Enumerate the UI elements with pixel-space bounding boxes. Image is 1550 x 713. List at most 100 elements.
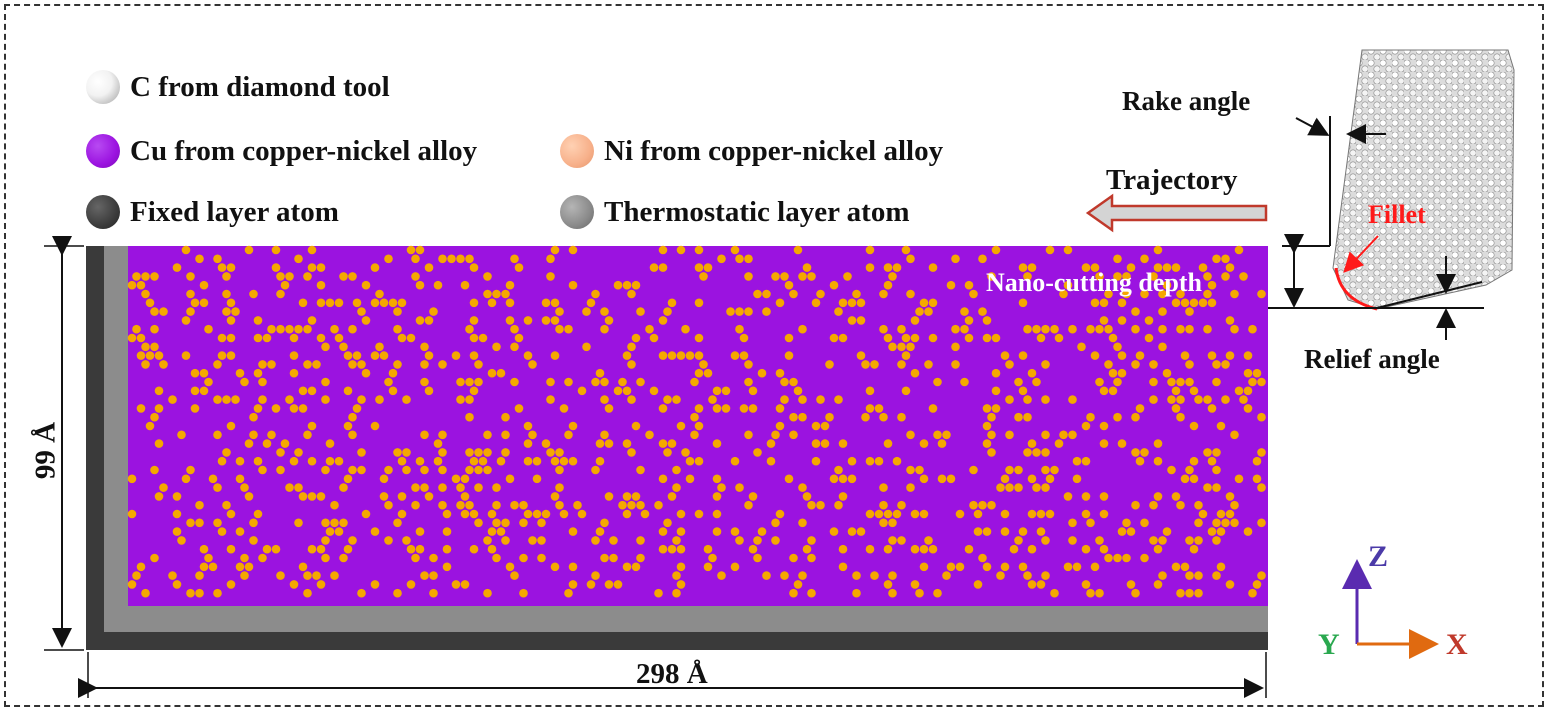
ni-atom <box>1090 351 1100 360</box>
ni-atom <box>546 254 555 264</box>
ni-atom <box>1212 536 1221 545</box>
ni-atom <box>1216 527 1226 536</box>
ni-atom <box>420 465 429 475</box>
ni-atom <box>1185 571 1194 580</box>
ni-atom <box>523 421 533 431</box>
ni-atom <box>154 386 164 396</box>
ni-atom <box>834 500 843 510</box>
ni-atom <box>879 412 888 422</box>
ni-atom <box>1014 377 1023 387</box>
ni-atom <box>829 527 839 536</box>
ni-atom <box>478 333 488 343</box>
ni-atom <box>901 351 911 360</box>
ni-atom <box>933 377 942 387</box>
ni-atom <box>316 544 326 554</box>
ni-atom <box>141 272 150 281</box>
ni-atom <box>600 430 609 440</box>
ni-atom <box>1099 509 1109 519</box>
ni-atom <box>397 456 407 466</box>
ni-atom <box>303 324 312 334</box>
ni-atom <box>172 580 182 589</box>
ni-atom <box>636 377 645 387</box>
ni-atom <box>712 439 722 448</box>
ni-atom <box>816 395 825 404</box>
ni-atom <box>483 272 492 281</box>
ni-atom <box>496 527 506 536</box>
ni-atom <box>438 465 447 475</box>
ni-atom <box>1225 580 1235 589</box>
ni-atom <box>735 536 744 545</box>
ni-atom <box>1014 483 1023 492</box>
ni-atom <box>334 456 344 466</box>
ni-atom <box>388 298 398 308</box>
ni-atom <box>676 351 686 360</box>
ni-atom <box>883 263 893 272</box>
ni-atom <box>375 395 384 404</box>
ni-atom <box>1243 386 1253 396</box>
ni-atom <box>1221 518 1230 528</box>
ni-atom <box>276 448 285 457</box>
ni-atom <box>244 492 254 501</box>
ni-atom <box>141 289 150 299</box>
ni-atom <box>1113 342 1122 352</box>
ni-atom <box>1225 351 1235 360</box>
ni-atom <box>127 509 137 519</box>
ni-atom <box>582 307 591 316</box>
ni-atom <box>1248 377 1257 387</box>
ni-atom <box>285 272 294 281</box>
ni-atom <box>879 500 888 510</box>
ni-atom <box>217 333 227 343</box>
ni-atom <box>1068 324 1077 334</box>
ni-atom <box>321 395 330 404</box>
ni-atom <box>222 307 231 316</box>
ni-atom <box>883 544 893 554</box>
ni-atom <box>361 509 371 519</box>
ni-atom <box>978 307 987 316</box>
ni-atom <box>469 386 479 396</box>
ni-atom <box>483 465 492 475</box>
ni-atom <box>600 307 609 316</box>
ni-atom <box>802 544 812 554</box>
ni-atom <box>1113 412 1122 422</box>
ni-atom <box>442 562 452 572</box>
ni-atom <box>384 500 393 510</box>
ni-atom <box>789 377 798 387</box>
ni-atom <box>1230 500 1239 510</box>
ni-atom <box>235 368 245 378</box>
ni-atom <box>1158 307 1167 316</box>
ni-atom <box>600 553 609 563</box>
ni-atom <box>1234 386 1244 396</box>
ni-atom <box>483 588 492 598</box>
ni-atom <box>1108 386 1118 396</box>
ni-atom <box>451 351 461 360</box>
ni-atom <box>1149 500 1158 510</box>
ni-atom <box>685 456 695 466</box>
ni-atom <box>141 360 150 369</box>
ni-atom <box>888 342 897 352</box>
ni-atom <box>775 421 785 431</box>
ni-atom <box>982 333 992 343</box>
ni-atom <box>1221 395 1230 404</box>
ni-atom <box>771 518 780 528</box>
ni-atom <box>1149 395 1158 404</box>
ni-atom <box>685 474 695 484</box>
ni-atom <box>847 298 857 308</box>
ni-atom <box>712 404 722 413</box>
ni-atom <box>712 527 722 536</box>
ni-atom <box>780 571 789 580</box>
ni-atom <box>1081 263 1091 272</box>
ni-atom <box>568 456 578 466</box>
ni-atom <box>622 492 632 501</box>
ni-atom <box>775 509 785 519</box>
ni-atom <box>879 324 888 334</box>
ni-atom <box>339 518 348 528</box>
ni-atom <box>1194 518 1203 528</box>
ni-atom <box>874 509 884 519</box>
ni-atom <box>982 527 992 536</box>
ni-atom <box>910 544 920 554</box>
ni-atom <box>235 527 245 536</box>
ni-atom <box>375 289 384 299</box>
ni-atom <box>294 483 303 492</box>
white-sphere-icon <box>86 70 120 104</box>
ni-atom <box>1104 360 1113 369</box>
